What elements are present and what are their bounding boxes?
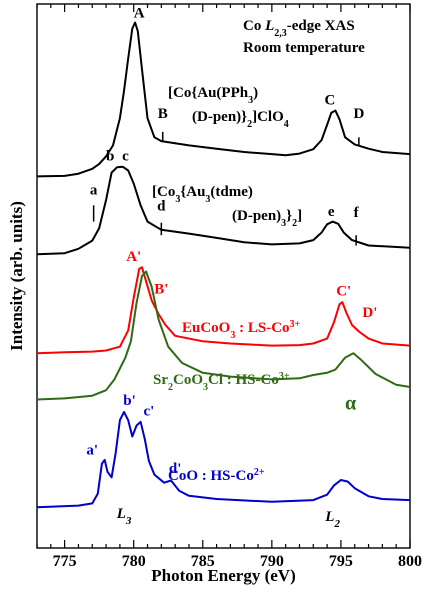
peak-label: D: [353, 106, 364, 122]
y-axis-label: Intensity (arb. units): [7, 201, 26, 351]
x-axis-label: Photon Energy (eV): [151, 566, 295, 585]
peak-label: d: [157, 199, 166, 215]
x-tick-label: 795: [329, 553, 353, 570]
peak-label: d': [169, 461, 182, 477]
x-axis-ticks: 775 780 785 790 795 800: [36, 4, 422, 570]
coo-curve: [36, 411, 411, 509]
peak-label: L3: [116, 506, 132, 527]
peak-label: c: [122, 149, 129, 165]
peak-label: D': [362, 305, 377, 321]
peak-label: C': [336, 284, 351, 300]
peak-label: B': [154, 281, 168, 297]
complex-a-curve: [36, 21, 411, 178]
chart-title: Co L2,3-edge XAS: [243, 18, 355, 39]
series-label: CoO : HS-Co2+: [168, 467, 265, 485]
peak-annotations: A B C Da b c d e f A' B' C' D' α a' b' c' d' L3 L2: [86, 6, 377, 530]
chart-subtitle: Room temperature: [243, 40, 365, 56]
peak-label: B: [158, 106, 168, 122]
peak-label: b': [123, 393, 136, 409]
peak-label: a: [90, 182, 98, 198]
series-label: Sr2CoO3Cl : HS-Co3+: [153, 371, 290, 393]
peak-label: L2: [324, 509, 340, 530]
peak-label: α: [345, 392, 356, 414]
x-tick-label: 790: [260, 553, 284, 570]
series-label: [Co3{Au3(tdme): [152, 184, 253, 205]
peak-label: f: [354, 205, 360, 221]
series-labels: [Co{Au(PPh3) (D-pen)}2]ClO4 [Co3{Au3(tdme)…: [152, 85, 302, 484]
x-tick-label: 780: [122, 553, 146, 570]
peak-label: C: [324, 93, 335, 109]
x-tick-label: 800: [398, 553, 422, 570]
series-label: [Co{Au(PPh3): [168, 85, 258, 106]
series-label-line2: (D-pen)}2]ClO4: [192, 109, 289, 130]
peak-label: e: [328, 204, 335, 220]
peak-label: A: [134, 6, 145, 22]
eucoo3-curve: [36, 266, 411, 355]
peak-label: A': [126, 249, 141, 265]
peak-label: b: [106, 149, 114, 165]
x-tick-label: 775: [53, 553, 77, 570]
peak-label: a': [86, 442, 98, 458]
complex-b-curve: [36, 165, 411, 256]
x-tick-label: 785: [191, 553, 215, 570]
series-label: EuCoO3 : LS-Co3+: [182, 319, 301, 341]
series-label-line2: (D-pen)3}2]: [232, 208, 302, 229]
spectra-curves: [36, 21, 411, 509]
sr2coo3cl-curve: [36, 270, 411, 401]
plot-frame: [36, 3, 411, 549]
peak-label: c': [143, 403, 154, 419]
